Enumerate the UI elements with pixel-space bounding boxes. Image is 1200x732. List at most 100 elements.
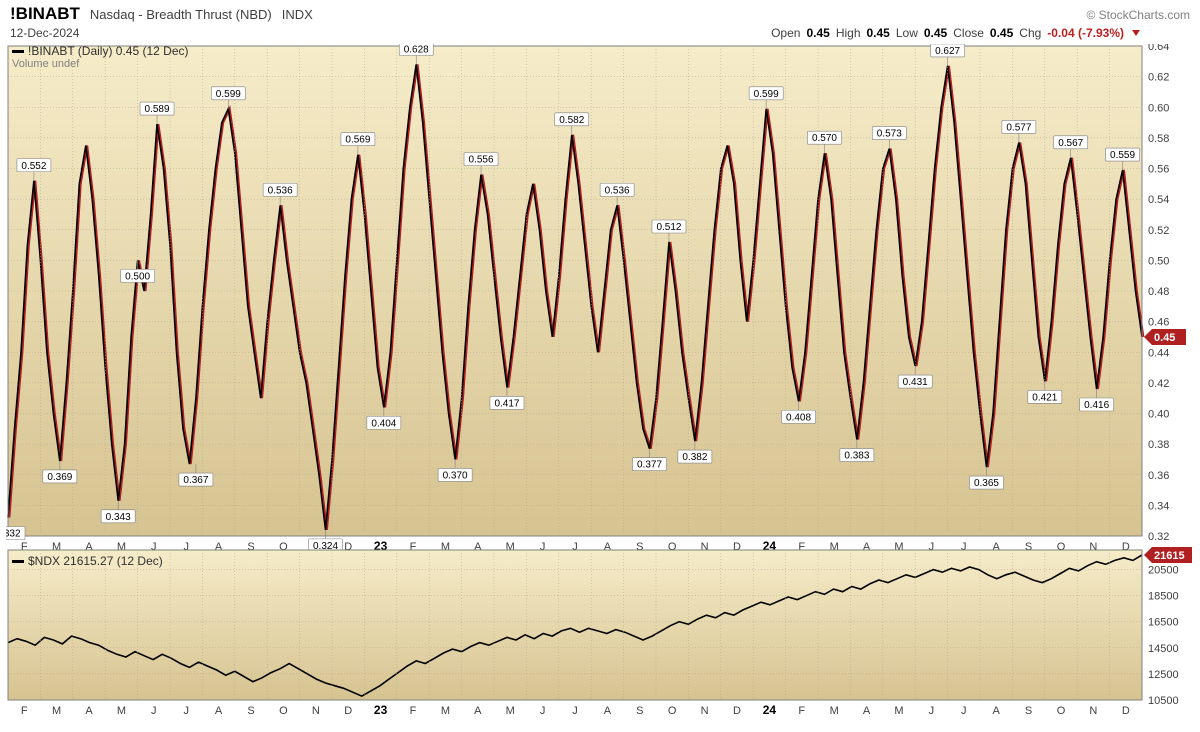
svg-text:J: J [961,705,967,717]
svg-text:0.627: 0.627 [935,46,960,57]
svg-text:F: F [21,705,28,717]
svg-text:0.559: 0.559 [1110,150,1135,161]
down-arrow-icon [1132,30,1140,36]
svg-text:0.582: 0.582 [559,115,584,126]
svg-text:M: M [894,705,903,717]
svg-text:O: O [1057,705,1066,717]
svg-text:0.628: 0.628 [404,44,429,55]
chg-label: Chg [1019,26,1041,40]
lower-legend-text: $NDX 21615.27 (12 Dec) [28,554,163,568]
svg-text:M: M [441,705,450,717]
svg-text:12500: 12500 [1148,669,1179,681]
svg-text:0.365: 0.365 [974,478,999,489]
svg-text:0.536: 0.536 [268,185,293,196]
svg-text:M: M [52,705,61,717]
svg-text:0.556: 0.556 [469,155,494,166]
svg-text:0.54: 0.54 [1148,194,1169,206]
svg-text:M: M [830,705,839,717]
close-value: 0.45 [990,26,1013,40]
svg-text:0.383: 0.383 [844,451,869,462]
lower-legend: $NDX 21615.27 (12 Dec) [12,554,163,568]
svg-text:0.52: 0.52 [1148,225,1169,237]
svg-text:16500: 16500 [1148,617,1179,629]
chg-value: -0.04 (-7.93%) [1047,26,1124,40]
svg-text:0.332: 0.332 [6,529,21,540]
svg-text:0.42: 0.42 [1148,378,1169,390]
open-value: 0.45 [806,26,829,40]
svg-text:0.573: 0.573 [877,129,902,140]
svg-text:J: J [151,705,157,717]
svg-text:F: F [410,705,417,717]
ohlc-stats: Open 0.45 High 0.45 Low 0.45 Close 0.45 … [771,26,1140,40]
svg-text:0.408: 0.408 [786,412,811,423]
svg-text:N: N [701,705,709,717]
svg-text:0.50: 0.50 [1148,255,1169,267]
low-value: 0.45 [924,26,947,40]
high-label: High [836,26,861,40]
svg-text:0.577: 0.577 [1006,122,1031,133]
svg-text:J: J [540,705,546,717]
svg-text:0.370: 0.370 [443,470,468,481]
svg-text:M: M [506,705,515,717]
legend-swatch-icon [12,50,24,53]
svg-text:0.45: 0.45 [1154,332,1175,344]
legend-swatch-icon [12,560,24,563]
svg-text:S: S [636,705,643,717]
svg-text:J: J [929,705,935,717]
attribution: © StockCharts.com [1086,8,1190,22]
chart-canvas: 0.320.340.360.380.400.420.440.460.480.50… [6,44,1194,724]
chart-date: 12-Dec-2024 [10,26,79,40]
svg-text:0.367: 0.367 [183,475,208,486]
svg-text:F: F [798,705,805,717]
svg-text:20500: 20500 [1148,565,1179,577]
svg-text:0.48: 0.48 [1148,286,1169,298]
close-label: Close [953,26,984,40]
svg-text:A: A [215,705,223,717]
svg-text:0.404: 0.404 [371,418,396,429]
svg-text:0.567: 0.567 [1058,138,1083,149]
svg-text:0.421: 0.421 [1032,392,1057,403]
svg-text:A: A [993,705,1001,717]
svg-text:0.500: 0.500 [125,271,150,282]
svg-text:0.589: 0.589 [145,104,170,115]
svg-text:0.377: 0.377 [637,460,662,471]
svg-text:0.552: 0.552 [21,161,46,172]
svg-text:0.512: 0.512 [656,222,681,233]
svg-text:0.38: 0.38 [1148,439,1169,451]
svg-text:0.569: 0.569 [345,135,370,146]
svg-text:0.32: 0.32 [1148,531,1169,543]
svg-text:18500: 18500 [1148,591,1179,603]
svg-text:D: D [733,705,741,717]
svg-text:0.40: 0.40 [1148,409,1169,421]
svg-text:14500: 14500 [1148,643,1179,655]
svg-text:J: J [572,705,578,717]
svg-text:0.36: 0.36 [1148,470,1169,482]
index-tag: INDX [282,7,313,22]
svg-text:0.56: 0.56 [1148,164,1169,176]
svg-text:10500: 10500 [1148,695,1179,707]
svg-text:0.64: 0.64 [1148,44,1169,53]
main-legend: !BINABT (Daily) 0.45 (12 Dec) [12,44,189,58]
svg-text:O: O [668,705,677,717]
svg-text:A: A [474,705,482,717]
svg-text:0.536: 0.536 [605,185,630,196]
open-label: Open [771,26,800,40]
svg-text:A: A [863,705,871,717]
svg-text:0.34: 0.34 [1148,500,1169,512]
svg-text:0.62: 0.62 [1148,72,1169,84]
svg-text:24: 24 [763,703,777,717]
volume-undef: Volume undef [12,58,79,70]
svg-text:21615: 21615 [1154,550,1185,562]
svg-text:O: O [279,705,288,717]
svg-text:N: N [1089,705,1097,717]
chart-header: !BINABT Nasdaq - Breadth Thrust (NBD) IN… [10,4,1190,24]
main-legend-text: !BINABT (Daily) 0.45 (12 Dec) [28,44,189,58]
svg-text:0.599: 0.599 [754,89,779,100]
svg-text:N: N [312,705,320,717]
svg-text:0.343: 0.343 [106,512,131,523]
svg-text:0.46: 0.46 [1148,317,1169,329]
svg-text:0.570: 0.570 [812,133,837,144]
svg-text:0.431: 0.431 [903,377,928,388]
svg-text:0.599: 0.599 [216,89,241,100]
svg-text:0.416: 0.416 [1084,400,1109,411]
